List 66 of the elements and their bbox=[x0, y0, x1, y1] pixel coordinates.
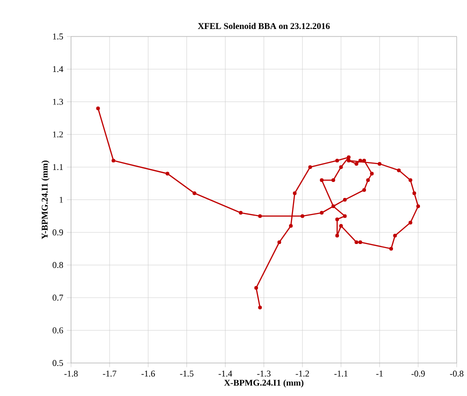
y-tick-label: 1.3 bbox=[53, 99, 64, 105]
point bbox=[346, 156, 351, 160]
point bbox=[358, 158, 362, 163]
point bbox=[335, 218, 340, 222]
x-tick-label: -0.9 bbox=[411, 370, 425, 377]
point bbox=[258, 306, 262, 310]
point bbox=[320, 178, 324, 182]
point bbox=[366, 178, 370, 182]
x-tick-label: -1.7 bbox=[102, 370, 116, 377]
point bbox=[343, 198, 347, 202]
point bbox=[258, 214, 262, 218]
point bbox=[238, 211, 243, 215]
y-tick-label: 1 bbox=[60, 197, 63, 203]
y-tick-label: 1.2 bbox=[53, 132, 63, 138]
point bbox=[335, 158, 340, 163]
x-tick-label: -1 bbox=[376, 370, 383, 377]
point bbox=[389, 247, 394, 251]
point bbox=[393, 234, 397, 238]
x-tick-label: -1.4 bbox=[218, 370, 232, 377]
y-tick-label: 0.7 bbox=[52, 294, 64, 301]
point bbox=[370, 172, 374, 176]
point bbox=[166, 172, 170, 176]
x-tick-label: -1.6 bbox=[141, 370, 155, 377]
point bbox=[416, 204, 420, 208]
point bbox=[343, 214, 347, 218]
point bbox=[300, 214, 304, 218]
point bbox=[358, 240, 362, 244]
point bbox=[408, 178, 412, 182]
x-tick-label: -1.5 bbox=[180, 370, 194, 377]
point bbox=[308, 165, 312, 170]
point bbox=[396, 168, 401, 172]
point bbox=[335, 234, 340, 238]
point bbox=[378, 162, 382, 166]
point bbox=[408, 220, 412, 225]
y-tick-label: 0.6 bbox=[52, 328, 64, 334]
point bbox=[346, 158, 351, 163]
x-tick-label: -1.1 bbox=[334, 370, 348, 377]
y-tick-label: 0.8 bbox=[52, 262, 64, 268]
y-tick-label: 0.5 bbox=[52, 360, 64, 366]
point bbox=[354, 162, 358, 166]
point bbox=[192, 192, 196, 196]
point bbox=[289, 224, 293, 228]
point bbox=[292, 192, 297, 196]
point bbox=[354, 240, 358, 244]
y-tick-label: 1.4 bbox=[53, 66, 64, 72]
point bbox=[112, 158, 116, 163]
x-tick-label: -1.8 bbox=[64, 370, 78, 377]
x-axis-title: X-BPMG.24.I1 (mm) bbox=[224, 380, 304, 388]
point bbox=[331, 178, 336, 182]
x-tick-label: -1.3 bbox=[257, 370, 271, 377]
point bbox=[331, 204, 336, 208]
point bbox=[254, 286, 258, 290]
point bbox=[362, 188, 366, 192]
x-tick-label: -1.2 bbox=[296, 370, 309, 377]
point bbox=[339, 165, 343, 170]
y-tick-label: 1.1 bbox=[53, 164, 63, 170]
point bbox=[96, 106, 100, 110]
y-tick-label: 1.5 bbox=[53, 34, 64, 40]
chart-title: XFEL Solenoid BBA on 23.12.2016 bbox=[198, 23, 330, 30]
point bbox=[339, 224, 343, 228]
x-tick-label: -0.8 bbox=[450, 370, 464, 377]
point bbox=[320, 211, 324, 215]
point bbox=[277, 240, 282, 244]
point bbox=[412, 192, 416, 196]
y-tick-label: 0.9 bbox=[52, 230, 63, 236]
y-axis-title: Y-BPMG.24.I1 (mm) bbox=[41, 160, 50, 240]
